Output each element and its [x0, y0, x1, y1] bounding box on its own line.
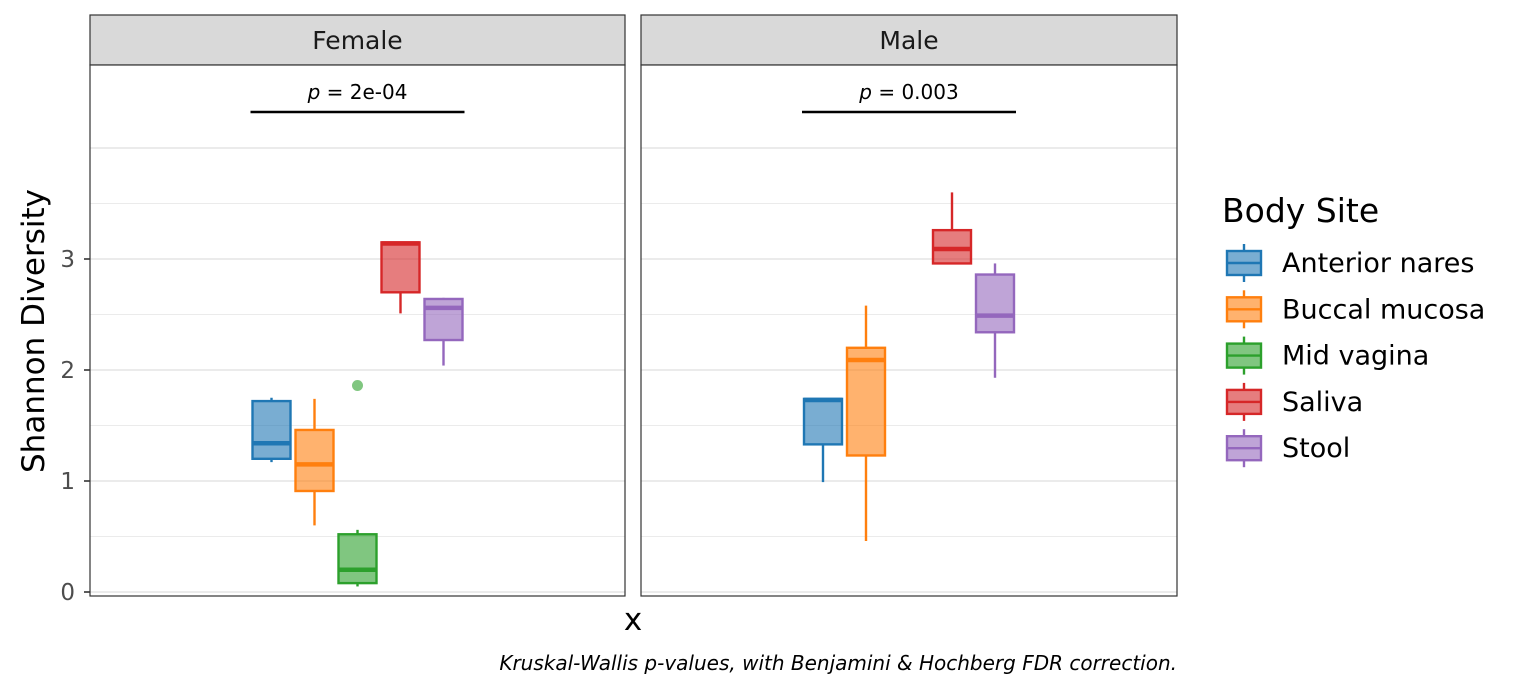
y-tick-label: 0	[60, 580, 75, 606]
legend-item-mid-vagina: Mid vagina	[1225, 336, 1429, 375]
p-value-label: p = 2e-04	[307, 80, 408, 104]
p-value-annotation: p = 2e-04	[250, 80, 465, 114]
facet-strip-label: Male	[879, 26, 938, 55]
y-tick-label: 1	[60, 469, 75, 495]
x-axis-title: x	[624, 602, 642, 638]
y-axis: 0 1 2 3	[60, 247, 90, 606]
box-mid-vagina	[337, 380, 378, 587]
legend-label: Buccal mucosa	[1282, 294, 1485, 325]
legend-title: Body Site	[1222, 191, 1379, 230]
y-tick-label: 2	[60, 358, 75, 384]
chart-caption: Kruskal-Wallis p-values, with Benjamini …	[499, 651, 1177, 675]
box-buccal-mucosa	[294, 398, 335, 526]
legend-item-anterior-nares: Anterior nares	[1225, 244, 1474, 282]
legend-item-saliva: Saliva	[1225, 382, 1363, 421]
legend-label: Saliva	[1282, 387, 1363, 418]
p-value-text: = 2e-04	[320, 80, 407, 104]
box-body	[251, 399, 292, 460]
p-symbol: p	[858, 80, 872, 104]
legend: Body Site Anterior nares Buccal mucosa Mid …	[1222, 191, 1485, 468]
facet-panel-female: Female p = 2e-04	[89, 14, 626, 597]
box-anterior-nares	[802, 397, 844, 483]
box-body	[974, 273, 1016, 334]
facet-strip-label: Female	[312, 26, 402, 55]
panel-border	[640, 64, 1178, 597]
box-body	[802, 397, 844, 446]
facet-panels: Female p = 2e-04 Male p = 0.003	[89, 14, 1178, 597]
facet-strip	[89, 14, 626, 66]
box-saliva	[380, 241, 421, 314]
p-symbol: p	[307, 80, 321, 104]
box-anterior-nares	[251, 397, 292, 463]
panel-background	[90, 65, 625, 596]
box-body	[380, 241, 421, 294]
box-stool	[423, 297, 464, 366]
legend-label: Mid vagina	[1282, 341, 1429, 372]
legend-label: Anterior nares	[1282, 248, 1474, 279]
outlier-point	[352, 380, 363, 392]
p-value-label: p = 0.003	[858, 80, 958, 104]
legend-label: Stool	[1282, 433, 1350, 464]
p-value-text: = 0.003	[872, 80, 959, 104]
facet-panel-male: Male p = 0.003	[640, 14, 1178, 597]
box-body	[337, 533, 378, 585]
box-buccal-mucosa	[845, 305, 887, 541]
box-body	[294, 428, 335, 493]
box-saliva	[931, 192, 973, 265]
box-stool	[974, 263, 1016, 378]
y-tick-label: 3	[60, 247, 75, 273]
box-body	[845, 346, 887, 457]
p-value-annotation: p = 0.003	[802, 80, 1016, 114]
y-axis-title: Shannon Diversity	[16, 189, 52, 473]
facet-strip	[640, 14, 1178, 66]
panel-background	[641, 65, 1177, 596]
legend-item-stool: Stool	[1225, 429, 1350, 468]
legend-item-buccal-mucosa: Buccal mucosa	[1225, 290, 1485, 329]
panel-border	[89, 64, 626, 597]
box-body	[423, 297, 464, 342]
